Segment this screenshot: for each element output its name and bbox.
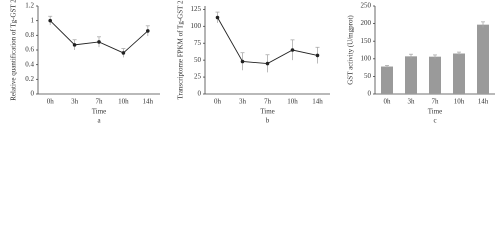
y-tick-label: 0.4 [25, 60, 34, 68]
y-tick-label: 100 [191, 22, 202, 30]
point [290, 48, 295, 52]
y-tick-label: 200 [361, 19, 372, 27]
x-tick-label: 14h [478, 98, 489, 106]
panel-label: a [97, 117, 101, 125]
y-tick-label: 0 [368, 90, 372, 98]
point [265, 61, 270, 66]
point [215, 15, 220, 20]
x-tick-label: 3h [408, 98, 416, 106]
y-tick-label: 50 [364, 72, 372, 80]
x-tick-label: 7h [264, 98, 272, 106]
x-tick-label: 7h [96, 98, 104, 106]
x-tick-label: 10h [287, 98, 298, 106]
y-tick-label: 50 [194, 56, 202, 64]
y-axis-label: GST activity (U/mgprot) [347, 15, 355, 85]
x-tick-label: 14h [312, 98, 323, 106]
y-tick-label: 250 [361, 2, 372, 10]
y-tick-label: 25 [194, 73, 202, 81]
x-axis-label: Time [428, 108, 443, 116]
y-tick-label: 0.6 [25, 46, 34, 54]
y-tick-label: 0.2 [25, 75, 34, 83]
x-tick-label: 7h [432, 98, 440, 106]
panel-label: b [266, 117, 270, 125]
panel-label: c [433, 117, 436, 125]
x-tick-label: 0h [214, 98, 222, 106]
x-axis-label: Time [260, 108, 275, 116]
point [146, 29, 150, 33]
bar [405, 56, 417, 94]
y-tick-label: 150 [361, 37, 372, 45]
point [121, 51, 126, 55]
bar [381, 66, 393, 94]
point [48, 18, 52, 23]
y-tick-label: 125 [191, 5, 202, 13]
y-tick-label: 1.2 [25, 2, 34, 10]
point [240, 59, 245, 64]
x-tick-label: 10h [118, 98, 129, 106]
x-tick-label: 10h [454, 98, 465, 106]
y-axis-label: Relative quantification of Tg-GST 2 [10, 0, 18, 101]
point [315, 53, 320, 58]
figure: 0 0.2 0.4 0.6 0.8 1 1.2 Relative quantification… [10, 0, 495, 125]
x-tick-label: 3h [239, 98, 247, 106]
bar [453, 53, 465, 94]
y-tick-label: 0 [198, 90, 202, 98]
y-tick-label: 0.8 [25, 31, 34, 39]
x-tick-label: 3h [71, 98, 79, 106]
y-tick-label: 100 [361, 54, 372, 62]
point [97, 40, 101, 44]
point [72, 43, 77, 47]
x-tick-label: 0h [384, 98, 392, 106]
x-tick-label: 0h [47, 98, 55, 106]
y-axis-label: Transcriptome FPKM of Tg-GST 2 [177, 0, 185, 100]
y-tick-label: 1 [31, 16, 35, 24]
bar [429, 56, 441, 94]
y-tick-label: 0 [31, 90, 35, 98]
y-tick-label: 75 [194, 39, 202, 47]
bar [477, 24, 489, 95]
x-axis-label: Time [92, 108, 107, 116]
x-tick-label: 14h [143, 98, 154, 106]
